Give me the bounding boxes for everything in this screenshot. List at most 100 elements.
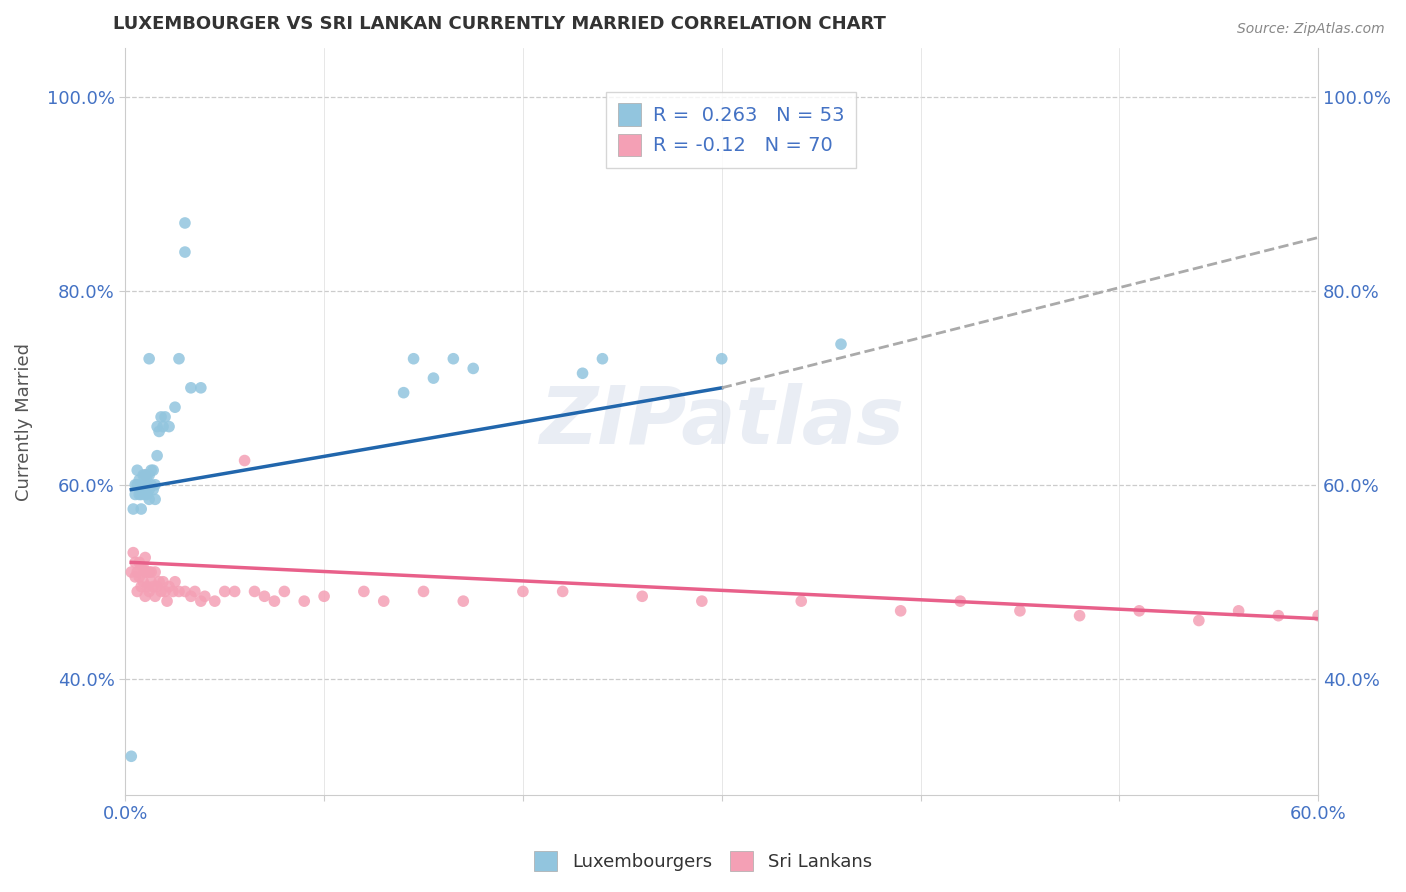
Point <box>134 483 156 497</box>
Point <box>136 468 159 483</box>
Point <box>153 584 176 599</box>
Point <box>890 604 912 618</box>
Point <box>167 351 190 366</box>
Point <box>441 351 464 366</box>
Text: Source: ZipAtlas.com: Source: ZipAtlas.com <box>1237 22 1385 37</box>
Point <box>150 584 173 599</box>
Point <box>129 560 152 574</box>
Point <box>127 584 149 599</box>
Point <box>1227 604 1250 618</box>
Point <box>152 574 174 589</box>
Point <box>174 216 197 230</box>
Point <box>150 409 173 424</box>
Point <box>373 594 395 608</box>
Point <box>120 749 142 764</box>
Point <box>138 483 160 497</box>
Point <box>127 565 149 579</box>
Point <box>551 584 574 599</box>
Point <box>127 463 149 477</box>
Point <box>134 487 156 501</box>
Point <box>591 351 613 366</box>
Point <box>148 425 170 439</box>
Point <box>138 468 160 483</box>
Point <box>132 574 155 589</box>
Point <box>143 477 166 491</box>
Point <box>392 385 415 400</box>
Point <box>949 594 972 608</box>
Point <box>157 419 180 434</box>
Point <box>129 580 152 594</box>
Point <box>134 468 156 483</box>
Point <box>146 580 169 594</box>
Point <box>142 463 165 477</box>
Point <box>451 594 474 608</box>
Point <box>127 477 149 491</box>
Point <box>128 555 150 569</box>
Point <box>512 584 534 599</box>
Legend: R =  0.263   N = 53, R = -0.12   N = 70: R = 0.263 N = 53, R = -0.12 N = 70 <box>606 92 856 168</box>
Point <box>138 565 160 579</box>
Point <box>253 589 276 603</box>
Point <box>129 502 152 516</box>
Point <box>132 468 155 483</box>
Point <box>124 487 146 501</box>
Point <box>153 409 176 424</box>
Point <box>132 483 155 497</box>
Point <box>233 453 256 467</box>
Point <box>224 584 246 599</box>
Point <box>1327 614 1350 628</box>
Point <box>353 584 375 599</box>
Point <box>162 584 184 599</box>
Point <box>631 589 654 603</box>
Point <box>174 584 197 599</box>
Point <box>204 594 226 608</box>
Point <box>136 477 159 491</box>
Point <box>402 351 425 366</box>
Point <box>1267 608 1289 623</box>
Point <box>141 565 163 579</box>
Point <box>124 555 146 569</box>
Point <box>314 589 336 603</box>
Point <box>571 366 593 380</box>
Point <box>129 487 152 501</box>
Point <box>141 463 163 477</box>
Point <box>143 565 166 579</box>
Point <box>243 584 266 599</box>
Point <box>690 594 713 608</box>
Point <box>156 594 179 608</box>
Point <box>184 584 207 599</box>
Point <box>463 361 485 376</box>
Point <box>1008 604 1031 618</box>
Point <box>138 584 160 599</box>
Point <box>190 594 212 608</box>
Point <box>710 351 733 366</box>
Point <box>124 477 146 491</box>
Point <box>830 337 852 351</box>
Point <box>180 381 202 395</box>
Point <box>122 546 145 560</box>
Point <box>143 589 166 603</box>
Point <box>138 351 160 366</box>
Point <box>1188 614 1211 628</box>
Point <box>142 483 165 497</box>
Point <box>167 584 190 599</box>
Point <box>132 560 155 574</box>
Point <box>124 570 146 584</box>
Point <box>134 477 156 491</box>
Point <box>1128 604 1150 618</box>
Point <box>134 589 156 603</box>
Point <box>122 502 145 516</box>
Point <box>132 477 155 491</box>
Point <box>273 584 295 599</box>
Point <box>163 401 186 415</box>
Point <box>141 574 163 589</box>
Point <box>138 492 160 507</box>
Point <box>134 468 156 483</box>
Point <box>157 580 180 594</box>
Point <box>1069 608 1091 623</box>
Point <box>412 584 434 599</box>
Point <box>152 419 174 434</box>
Point <box>146 449 169 463</box>
Point <box>422 371 444 385</box>
Point <box>143 492 166 507</box>
